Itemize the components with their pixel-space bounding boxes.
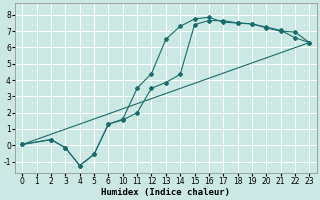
X-axis label: Humidex (Indice chaleur): Humidex (Indice chaleur) — [101, 188, 230, 197]
